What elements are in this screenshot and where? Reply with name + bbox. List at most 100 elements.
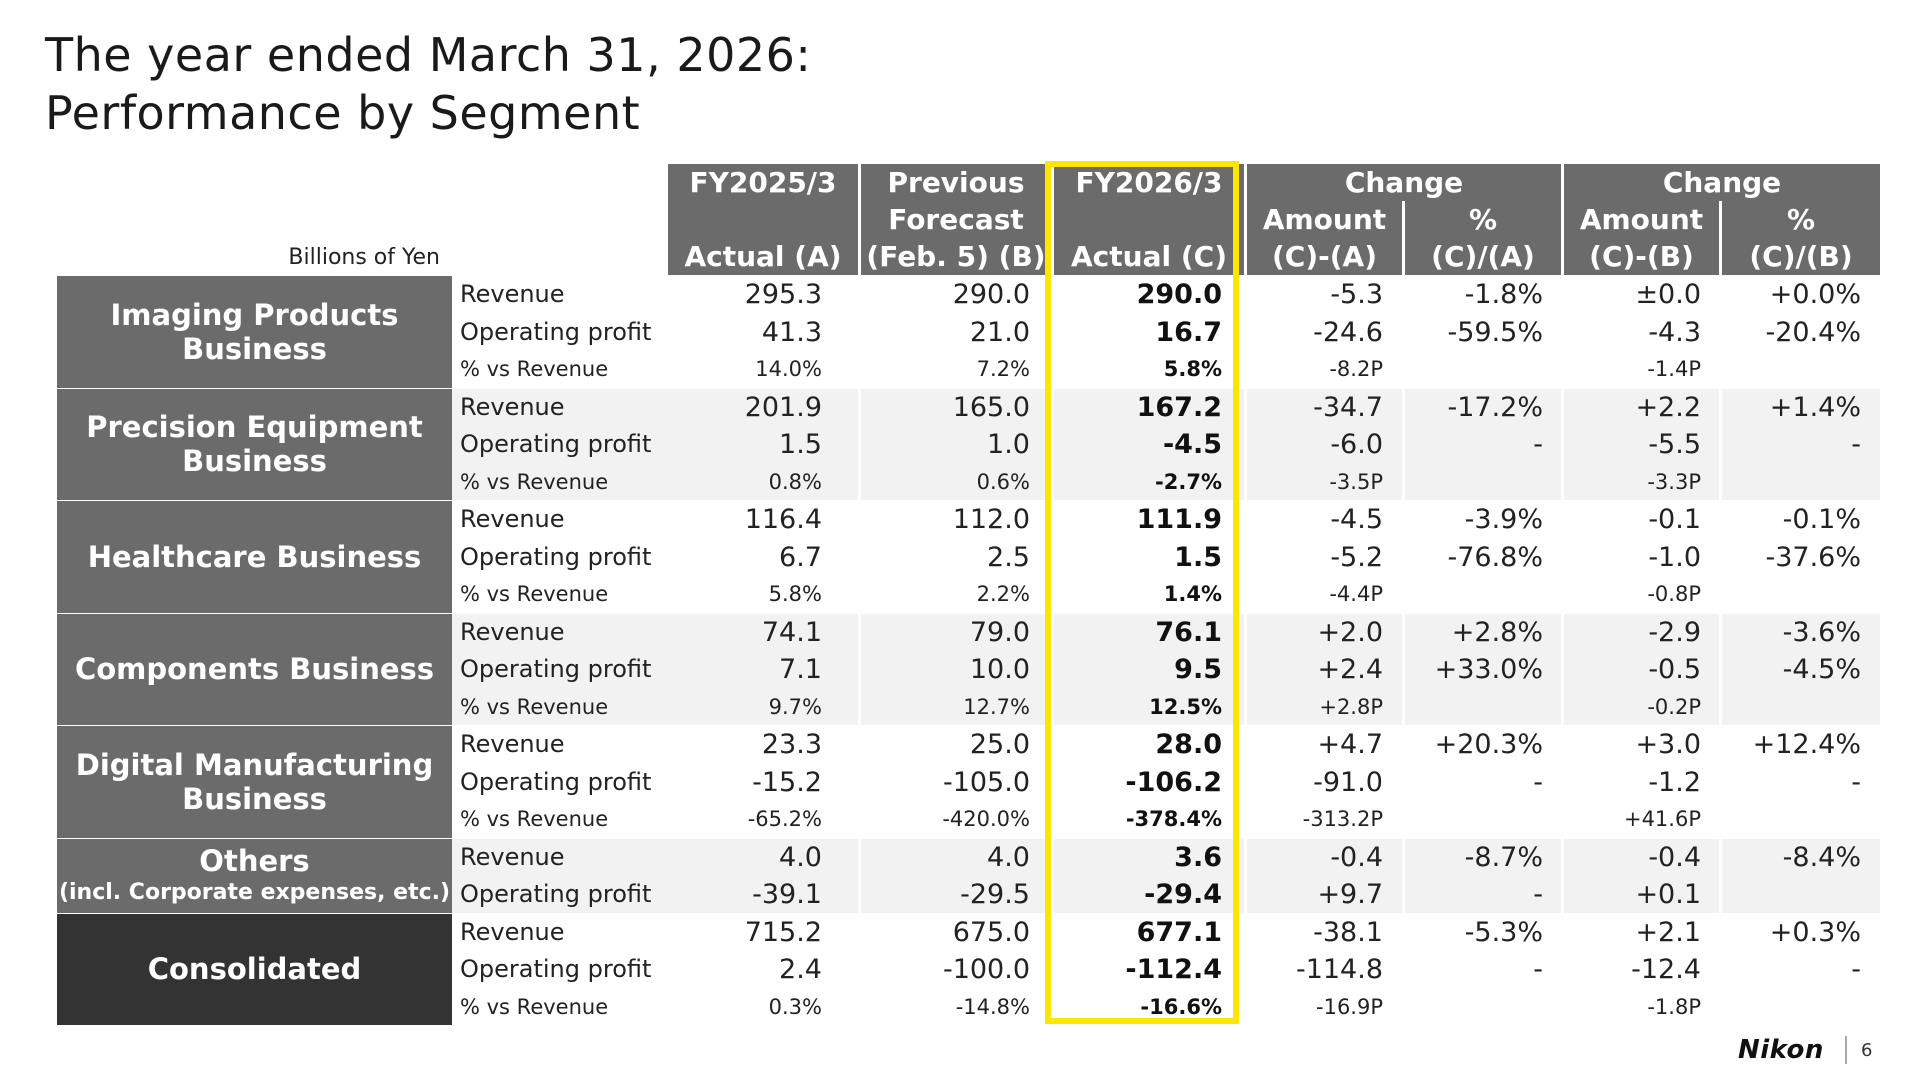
table-row: % vs Revenue 14.0% 7.2% 5.8% -8.2P -1.4P bbox=[452, 351, 1880, 389]
cell-d2: -3.3P bbox=[1647, 469, 1701, 494]
cell-p2: -8.4% bbox=[1782, 841, 1861, 873]
cell-p2: - bbox=[1851, 429, 1861, 460]
footer-divider bbox=[1845, 1036, 1847, 1064]
header-change2-pct-formula: (C)/(B) bbox=[1749, 240, 1853, 273]
cell-c: 1.5 bbox=[1174, 541, 1222, 573]
cell-c: 28.0 bbox=[1155, 729, 1222, 760]
row-label: Operating profit bbox=[460, 955, 652, 983]
segment-name: Precision Equipment bbox=[86, 410, 423, 445]
cell-p1: +2.8% bbox=[1451, 616, 1543, 648]
cell-p1: +20.3% bbox=[1434, 729, 1543, 760]
cell-p1: - bbox=[1533, 954, 1543, 985]
table-row: % vs Revenue 0.3% -14.8% -16.6% -16.9P -1.8P bbox=[452, 989, 1880, 1027]
cell-d2: -1.8P bbox=[1647, 994, 1701, 1019]
cell-d1: +2.4 bbox=[1317, 654, 1383, 685]
header-change1-title: Change bbox=[1247, 164, 1561, 201]
cell-d1: -6.0 bbox=[1330, 429, 1383, 460]
cell-p1: +33.0% bbox=[1434, 654, 1543, 685]
table-row: Revenue 4.0 4.0 3.6 -0.4 -8.7% -0.4 -8.4% bbox=[452, 839, 1880, 877]
cell-b: 12.7% bbox=[963, 694, 1030, 719]
column-separator bbox=[1561, 276, 1564, 1026]
cell-b: 4.0 bbox=[987, 841, 1030, 873]
cell-p2: -37.6% bbox=[1765, 541, 1861, 573]
cell-d2: -1.4P bbox=[1647, 357, 1701, 381]
cell-d2: -0.8P bbox=[1647, 582, 1701, 606]
cell-p2: -4.5% bbox=[1782, 654, 1861, 685]
cell-d1: -34.7 bbox=[1313, 391, 1383, 423]
header-change1-pct-formula: (C)/(A) bbox=[1431, 240, 1535, 273]
cell-b: 10.0 bbox=[969, 654, 1030, 685]
cell-b: 112.0 bbox=[952, 504, 1030, 535]
cell-c: -106.2 bbox=[1125, 766, 1222, 798]
cell-p2: -0.1% bbox=[1782, 504, 1861, 535]
header-col-b-line1: Previous bbox=[887, 166, 1025, 199]
segment-subtitle: (incl. Corporate expenses, etc.) bbox=[58, 879, 451, 905]
cell-a: -15.2 bbox=[752, 766, 822, 798]
cell-c: -378.4% bbox=[1125, 807, 1222, 831]
table-row: Revenue 74.1 79.0 76.1 +2.0 +2.8% -2.9 -3.6% bbox=[452, 614, 1880, 652]
cell-d1: -4.4P bbox=[1329, 582, 1383, 606]
cell-a: 23.3 bbox=[761, 729, 822, 760]
cell-c: 1.4% bbox=[1163, 582, 1222, 606]
segment-name: Others bbox=[199, 843, 310, 878]
cell-d2: +3.0 bbox=[1635, 729, 1701, 760]
row-label: Operating profit bbox=[460, 655, 652, 683]
segment-name-line2: Business bbox=[182, 781, 327, 816]
row-label: Operating profit bbox=[460, 317, 652, 346]
cell-d2: ±0.0 bbox=[1635, 279, 1701, 310]
cell-p2: -3.6% bbox=[1782, 616, 1861, 648]
cell-c: 16.7 bbox=[1155, 316, 1222, 348]
column-separator bbox=[858, 276, 861, 1026]
segment-separator bbox=[57, 725, 1880, 727]
cell-a: 9.7% bbox=[768, 694, 822, 719]
cell-d2: +2.1 bbox=[1635, 916, 1701, 948]
cell-c: 111.9 bbox=[1136, 504, 1222, 535]
cell-a: -65.2% bbox=[747, 807, 822, 831]
cell-b: 25.0 bbox=[969, 729, 1030, 760]
cell-b: 2.5 bbox=[987, 541, 1030, 573]
segment-name-line2: Business bbox=[182, 444, 327, 479]
cell-a: 74.1 bbox=[761, 616, 822, 648]
cell-a: 715.2 bbox=[744, 916, 822, 948]
page-title: The year ended March 31, 2026: Performan… bbox=[45, 26, 811, 142]
cell-p2: +12.4% bbox=[1752, 729, 1861, 760]
cell-b: 290.0 bbox=[952, 279, 1030, 310]
row-label: % vs Revenue bbox=[460, 582, 609, 606]
table-row: Revenue 116.4 112.0 111.9 -4.5 -3.9% -0.1 -0.1% bbox=[452, 501, 1880, 539]
row-label: Revenue bbox=[460, 280, 565, 308]
cell-c: 3.6 bbox=[1174, 841, 1222, 873]
cell-p2: - bbox=[1851, 766, 1861, 798]
cell-a: 7.1 bbox=[779, 654, 822, 685]
cell-d1: -5.2 bbox=[1330, 541, 1383, 573]
cell-c: 677.1 bbox=[1136, 916, 1222, 948]
cell-b: 7.2% bbox=[976, 357, 1030, 381]
cell-c: -16.6% bbox=[1140, 994, 1222, 1019]
segment-label: Precision Equipment Business bbox=[57, 388, 452, 500]
cell-c: -4.5 bbox=[1162, 429, 1222, 460]
cell-b: -29.5 bbox=[960, 879, 1030, 910]
row-label: Operating profit bbox=[460, 430, 652, 458]
header-col-c-line3: Actual (C) bbox=[1071, 240, 1227, 273]
header-change2-title: Change bbox=[1564, 164, 1880, 201]
header-change1-amount: Amount (C)-(A) bbox=[1247, 201, 1402, 275]
cell-p1: - bbox=[1533, 766, 1543, 798]
row-label: Operating profit bbox=[460, 767, 652, 796]
row-label: % vs Revenue bbox=[460, 994, 609, 1019]
cell-b: 0.6% bbox=[976, 469, 1030, 494]
table-row: Operating profit 7.1 10.0 9.5 +2.4 +33.0% -0.5… bbox=[452, 651, 1880, 689]
table-row: Revenue 295.3 290.0 290.0 -5.3 -1.8% ±0.0 +0.0% bbox=[452, 276, 1880, 314]
cell-b: 21.0 bbox=[969, 316, 1030, 348]
row-label: % vs Revenue bbox=[460, 694, 609, 719]
segment-name: Components Business bbox=[74, 652, 435, 687]
cell-d1: -0.4 bbox=[1330, 841, 1383, 873]
cell-c: -112.4 bbox=[1125, 954, 1222, 985]
cell-a: 116.4 bbox=[744, 504, 822, 535]
table-row: Operating profit 2.4 -100.0 -112.4 -114.8 - -1… bbox=[452, 951, 1880, 989]
cell-c: -29.4 bbox=[1144, 879, 1222, 910]
header-change2-pct-label: % bbox=[1786, 203, 1816, 236]
cell-a: 0.3% bbox=[768, 994, 822, 1019]
table-row: Operating profit -39.1 -29.5 -29.4 +9.7 - +0.1 bbox=[452, 876, 1880, 914]
cell-a: 0.8% bbox=[768, 469, 822, 494]
cell-c: 76.1 bbox=[1155, 616, 1222, 648]
cell-c: 167.2 bbox=[1136, 391, 1222, 423]
